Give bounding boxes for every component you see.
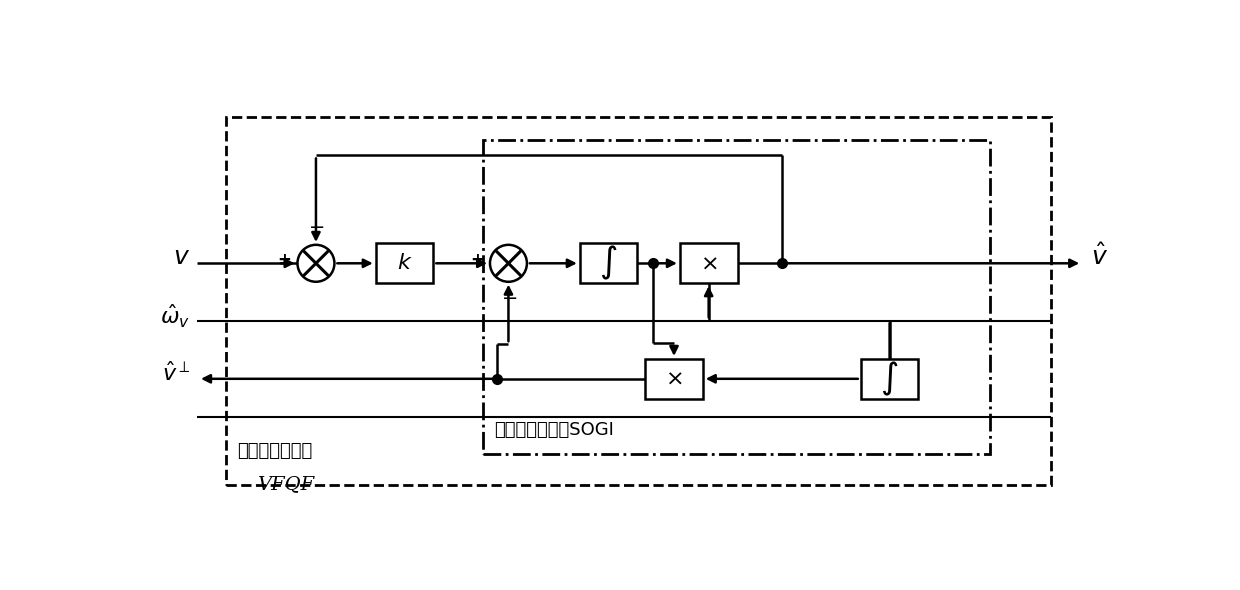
Text: $v$: $v$ [174, 245, 191, 268]
Text: 二阶广义积分器SOGI: 二阶广义积分器SOGI [495, 421, 615, 439]
Text: +: + [470, 251, 484, 269]
Bar [376, 243, 433, 283]
Text: $\int$: $\int$ [880, 360, 899, 398]
Text: $\hat{v}$: $\hat{v}$ [1091, 244, 1109, 270]
Text: 变频正交滤波器: 变频正交滤波器 [237, 442, 312, 460]
Text: $k$: $k$ [397, 253, 413, 273]
Text: $\hat{\omega}_v$: $\hat{\omega}_v$ [160, 303, 191, 330]
Text: $\hat{v}^{\perp}$: $\hat{v}^{\perp}$ [162, 362, 191, 386]
Bar [680, 243, 738, 283]
Circle shape [298, 245, 335, 282]
Text: VFQF: VFQF [257, 475, 314, 493]
Text: $\times$: $\times$ [665, 369, 683, 389]
Bar [645, 359, 703, 399]
Bar [579, 243, 637, 283]
Text: $\int$: $\int$ [599, 244, 618, 283]
Bar [226, 117, 1052, 485]
Text: −: − [309, 218, 326, 237]
Text: −: − [502, 290, 518, 309]
Text: +: + [278, 251, 291, 269]
Circle shape [490, 245, 527, 282]
Bar [861, 359, 919, 399]
Text: $\times$: $\times$ [699, 253, 718, 273]
Bar [484, 140, 990, 454]
